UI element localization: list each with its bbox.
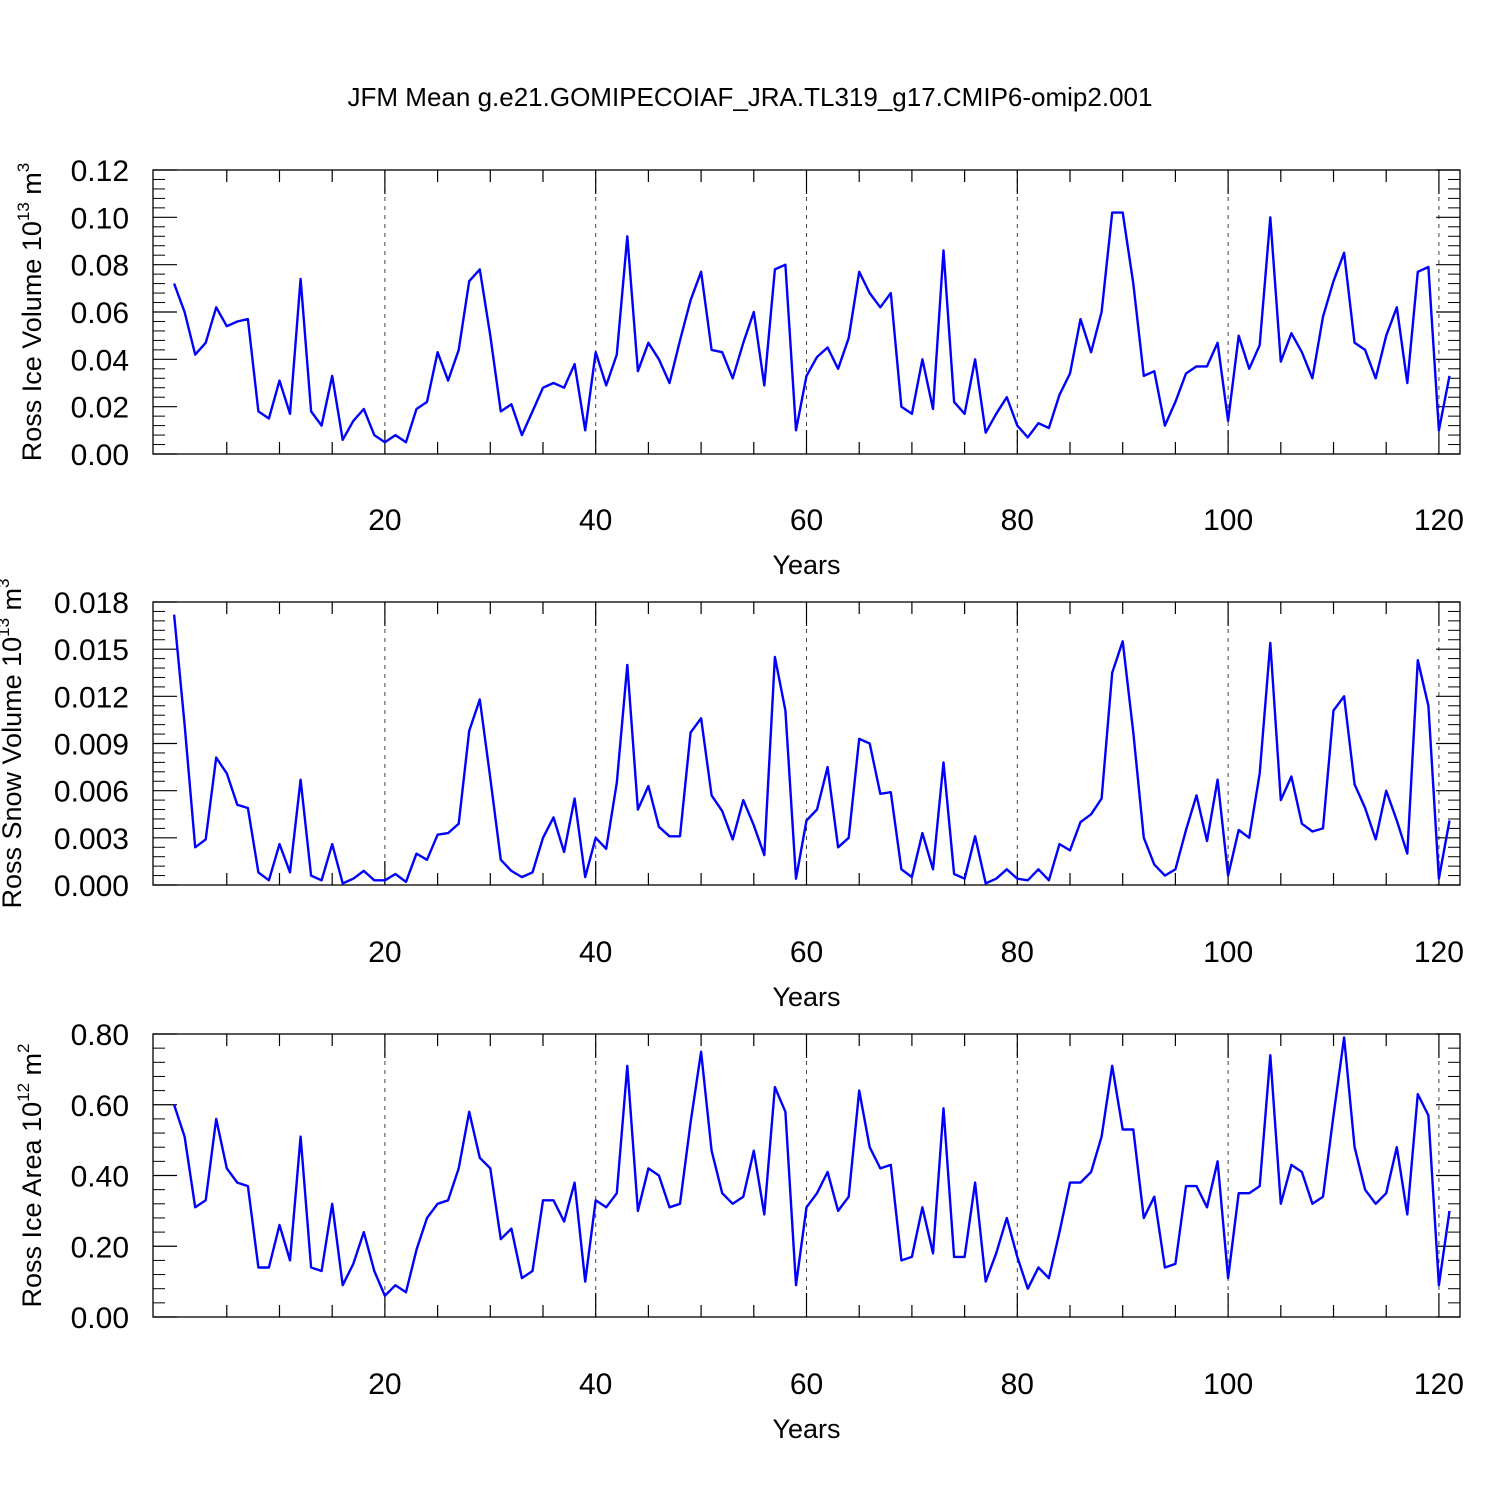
y-tick-label: 0.06 [71,297,129,330]
series-line [172,614,1451,885]
x-tick-label: 100 [1203,1368,1253,1401]
x-tick-label: 80 [1001,504,1034,537]
x-tick-label: 40 [579,936,612,969]
x-axis-label: Years [772,982,840,1012]
x-tick-label: 40 [579,1368,612,1401]
x-tick-label: 20 [368,1368,401,1401]
series-line [172,1036,1451,1298]
y-axis-label: Ross Ice Area 1012 m2 [14,1043,47,1307]
x-tick-label: 120 [1414,1368,1464,1401]
y-tick-label: 0.015 [54,634,129,667]
chart-panel-3: 0.00 0.20 0.40 0.60 0.80 20 40 60 80 100 120 Years R… [14,1019,1464,1444]
x-tick-label: 100 [1203,936,1253,969]
chart-title: JFM Mean g.e21.GOMIPECOIAF_JRA.TL319_g17… [347,82,1153,112]
y-axis-label: Ross Snow Volume 1013 m3 [0,578,27,908]
chart-panel-1: 0.00 0.02 0.04 0.06 0.08 0.10 0.12 20 40 60 80 100 1… [14,155,1464,580]
x-tick-label: 20 [368,936,401,969]
x-tick-label: 80 [1001,936,1034,969]
y-axis-label: Ross Ice Volume 1013 m3 [14,163,47,462]
x-tick-label: 120 [1414,936,1464,969]
plot-frame [152,1033,1461,1318]
y-tick-label: 0.40 [71,1161,129,1194]
y-tick-label: 0.012 [54,681,129,714]
y-tick-label: 0.80 [71,1019,129,1052]
x-axis-label: Years [772,550,840,580]
x-axis-label: Years [772,1414,840,1444]
y-tick-label: 0.10 [71,202,129,235]
plot-frame [152,601,1461,886]
series-line [172,211,1451,444]
x-tick-label: 20 [368,504,401,537]
x-tick-label: 60 [790,1368,823,1401]
y-tick-label: 0.60 [71,1090,129,1123]
y-tick-label: 0.006 [54,776,129,809]
y-tick-label: 0.00 [71,439,129,472]
x-tick-label: 60 [790,936,823,969]
y-tick-label: 0.000 [54,870,129,903]
y-tick-label: 0.12 [71,155,129,188]
y-tick-label: 0.003 [54,823,129,856]
y-tick-label: 0.00 [71,1302,129,1335]
plot-frame [152,169,1461,455]
x-tick-label: 120 [1414,504,1464,537]
chart-panel-2: 0.000 0.003 0.006 0.009 0.012 0.015 0.018 20 40 6… [0,578,1464,1012]
x-tick-label: 40 [579,504,612,537]
y-tick-label: 0.08 [71,250,129,283]
y-tick-label: 0.20 [71,1231,129,1264]
x-tick-label: 60 [790,504,823,537]
y-tick-label: 0.04 [71,344,129,377]
y-tick-label: 0.009 [54,729,129,762]
y-tick-label: 0.02 [71,392,129,425]
y-tick-label: 0.018 [54,587,129,620]
x-tick-label: 100 [1203,504,1253,537]
x-tick-label: 80 [1001,1368,1034,1401]
